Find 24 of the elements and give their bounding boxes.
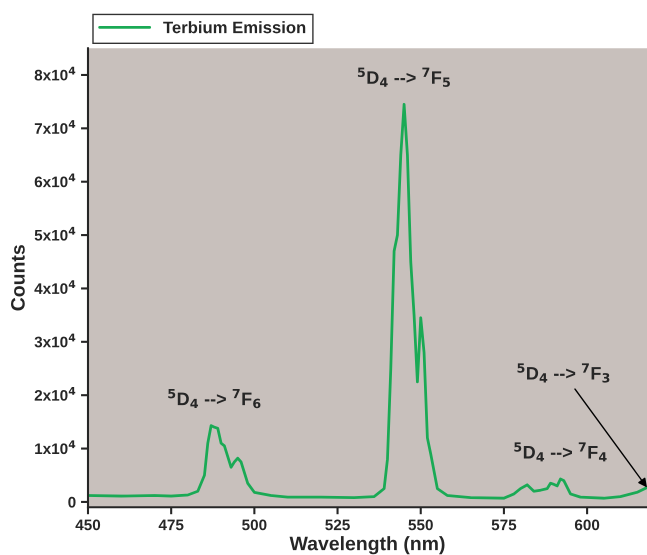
x-tick-label: 475: [158, 520, 184, 530]
y-tick-label: 7x10$^{4}$: [34, 120, 76, 134]
annotation: $^{5}$D$_{4}$ --> $^{7}$F$_{4}$: [514, 442, 607, 462]
y-tick-label: 2x10$^{4}$: [34, 386, 76, 401]
line-series: [88, 102, 647, 500]
x-tick-label: 525: [325, 519, 350, 530]
x-tick-label: 500: [242, 519, 266, 530]
x-tick-label: 575: [492, 520, 516, 530]
x-tick-label: 550: [408, 519, 433, 530]
y-tick-label: 6x10$^{4}$: [34, 173, 76, 188]
annotation: $^{5}$D$_{4}$ --> $^{7}$F$_{6}$: [168, 388, 260, 408]
y-axis-title: Counts: [11, 245, 25, 310]
x-tick-label: 600: [574, 519, 600, 530]
annotation: $^{5}$D$_{4}$ --> $^{7}$F$_{5}$: [358, 68, 450, 87]
y-tick-label: 5x10$^{4}$: [34, 226, 76, 241]
y-tick-label: 1x10$^{4}$: [35, 440, 76, 454]
legend-label: Terbium Emission: [163, 21, 306, 34]
annotation: $^{5}$D$_{4}$ --> $^{7}$F$_{3}$: [518, 363, 610, 383]
y-tick-label: 0: [68, 496, 76, 508]
y-tick-label: 3x10$^{4}$: [34, 334, 76, 348]
x-tick-label: 450: [75, 519, 100, 530]
x-axis-title: Wavelength (nm): [290, 536, 444, 554]
y-tick-label: 4x10$^{4}$: [34, 280, 76, 294]
y-tick-label: 8x10$^{4}$: [34, 66, 76, 81]
